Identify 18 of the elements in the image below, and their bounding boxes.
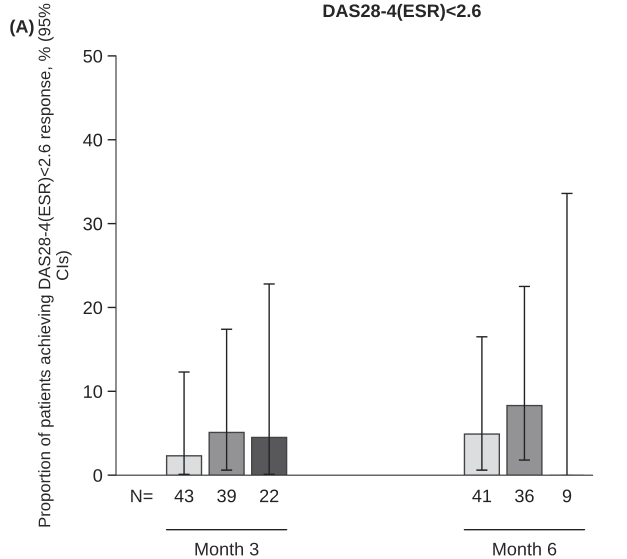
x-tick-label: 22 bbox=[260, 490, 278, 502]
x-tick-label: 36 bbox=[515, 490, 534, 502]
y-tick-label: 50 bbox=[83, 50, 102, 63]
y-axis-title: Proportion of patients achieving DAS28-4(ESR)<2.6 response, % (95% CIs) bbox=[38, 4, 72, 527]
x-tick-label: 39 bbox=[217, 490, 236, 502]
x-tick-label: 43 bbox=[174, 490, 194, 502]
y-tick-label: 40 bbox=[83, 134, 102, 146]
text: (A) bbox=[10, 20, 34, 36]
y-tick-label: 10 bbox=[84, 385, 102, 398]
x-tick-label: 41 bbox=[472, 490, 492, 502]
chart-title: DAS28-4(ESR)<2.6 bbox=[324, 4, 481, 21]
x-tick-label: 9 bbox=[562, 490, 572, 502]
text: Month 3 bbox=[195, 542, 258, 556]
text: Month 6 bbox=[493, 542, 556, 556]
y-tick-label: 30 bbox=[83, 218, 102, 230]
y-tick-label: 20 bbox=[84, 301, 102, 314]
y-tick-label: 0 bbox=[93, 469, 102, 482]
text: N= bbox=[131, 490, 152, 502]
